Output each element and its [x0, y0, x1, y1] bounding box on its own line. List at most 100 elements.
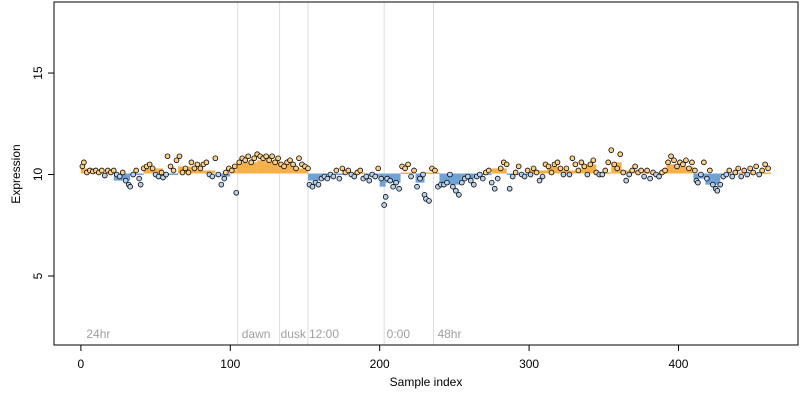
data-point	[575, 167, 582, 174]
segment-bar	[215, 173, 231, 177]
data-point	[563, 165, 570, 172]
data-point	[557, 165, 564, 172]
data-point	[110, 167, 117, 174]
data-point	[680, 161, 686, 168]
data-point	[290, 161, 296, 168]
data-point	[194, 161, 201, 168]
data-point	[527, 171, 534, 178]
segment-bar	[720, 173, 739, 175]
data-point	[339, 165, 346, 172]
data-point	[119, 169, 126, 176]
data-point	[149, 165, 156, 172]
data-point	[417, 175, 423, 182]
data-point	[420, 171, 426, 178]
data-point	[223, 169, 229, 176]
data-point	[242, 157, 249, 164]
data-point	[683, 157, 689, 164]
data-point	[146, 161, 153, 168]
annotation-label-0: 24hr	[86, 327, 110, 341]
data-point	[272, 159, 278, 166]
data-point	[741, 167, 748, 174]
data-point	[269, 153, 275, 160]
data-point	[491, 185, 498, 192]
data-point	[127, 183, 133, 190]
segment-bar	[385, 173, 401, 183]
data-point	[116, 173, 123, 180]
data-point	[375, 165, 381, 172]
data-point	[197, 165, 204, 172]
data-point	[723, 171, 730, 178]
data-point	[641, 173, 647, 180]
x-tick-label: 300	[519, 357, 539, 371]
data-point	[665, 159, 671, 166]
data-point	[581, 163, 588, 170]
data-point	[176, 153, 183, 160]
data-point	[647, 175, 653, 182]
data-point	[305, 165, 311, 172]
data-point	[233, 189, 240, 196]
data-point	[479, 175, 486, 182]
segment-bar	[561, 170, 582, 174]
data-point	[545, 163, 552, 170]
data-point	[714, 187, 721, 194]
data-point	[185, 169, 192, 176]
data-point	[324, 175, 331, 182]
data-point	[710, 181, 716, 188]
data-point	[236, 159, 243, 166]
data-point	[275, 155, 281, 162]
data-point	[765, 165, 771, 172]
data-point	[756, 171, 762, 178]
x-axis: 0 100 200 300 400	[78, 344, 689, 371]
data-point	[182, 165, 189, 172]
data-point	[485, 167, 492, 174]
data-point	[674, 163, 680, 170]
segment-bar	[236, 162, 258, 174]
data-point	[215, 171, 222, 178]
data-point	[689, 159, 695, 166]
data-point	[548, 169, 555, 176]
y-axis-label: Expression	[9, 144, 23, 203]
y-tick-label: 10	[31, 168, 45, 182]
x-tick-label: 100	[220, 357, 240, 371]
data-point	[158, 169, 165, 176]
annotation-label-3: 12:00	[309, 327, 339, 341]
data-point	[686, 165, 692, 172]
data-point	[456, 192, 462, 198]
data-point	[744, 171, 751, 178]
data-point	[578, 159, 585, 166]
data-point	[101, 172, 108, 179]
x-tick-label: 200	[370, 357, 390, 371]
data-point	[738, 173, 745, 180]
data-point	[263, 153, 269, 160]
data-point	[471, 181, 477, 188]
data-point	[704, 175, 710, 182]
data-point	[762, 161, 768, 168]
data-point	[122, 177, 129, 184]
data-point	[533, 169, 540, 176]
data-point	[644, 167, 650, 174]
data-point	[476, 171, 483, 178]
data-point	[717, 181, 724, 188]
data-point	[524, 167, 531, 174]
data-point	[136, 175, 142, 182]
data-point	[411, 167, 417, 174]
data-point	[266, 157, 272, 164]
data-point	[701, 159, 707, 166]
data-point	[357, 167, 364, 174]
data-point	[405, 161, 411, 168]
segment-bar	[581, 164, 597, 174]
data-point	[572, 161, 579, 168]
data-point	[599, 171, 606, 178]
data-point	[130, 171, 136, 178]
segment-bar	[400, 172, 416, 174]
data-point	[459, 179, 465, 186]
data-point	[251, 155, 257, 162]
annotation-label-2: dusk	[281, 327, 307, 341]
data-point	[726, 167, 733, 174]
data-point	[366, 177, 373, 184]
data-point	[584, 171, 591, 178]
data-point	[617, 151, 624, 158]
data-point	[494, 175, 501, 182]
y-tick-label: 15	[31, 66, 45, 80]
segment-bar	[666, 164, 679, 174]
